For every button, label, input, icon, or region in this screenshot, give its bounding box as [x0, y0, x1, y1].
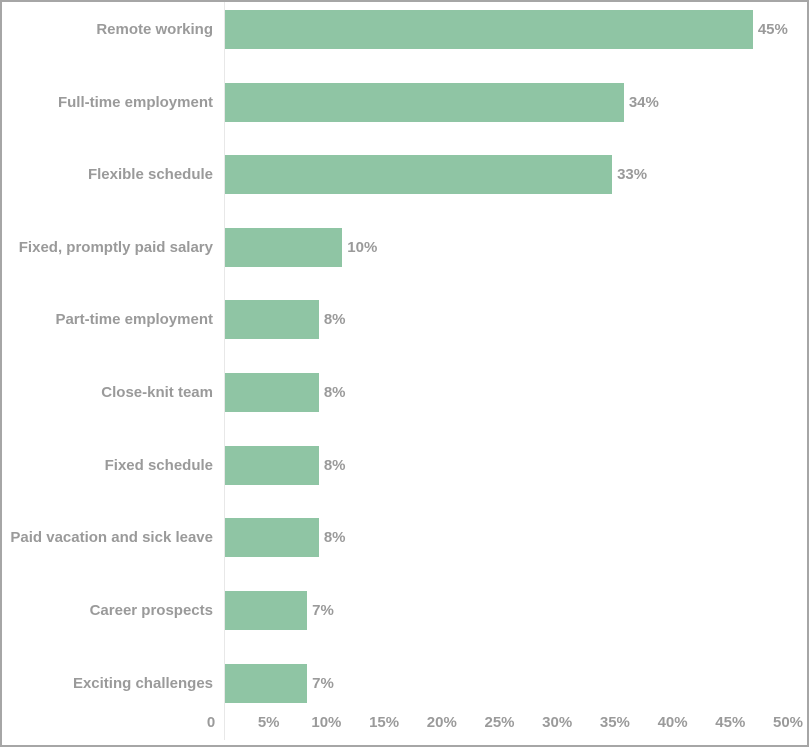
bar — [225, 227, 343, 267]
bar-row: Exciting challenges 7% — [2, 663, 807, 703]
value-label: 33% — [617, 165, 648, 183]
x-axis-tick-label: 20% — [426, 714, 457, 731]
value-label: 10% — [347, 238, 378, 256]
bar-row: Fixed, promptly paid salary 10% — [2, 227, 807, 267]
value-label: 8% — [323, 456, 346, 474]
category-label: Remote working — [96, 20, 213, 38]
x-axis-tick-label: 0 — [206, 714, 216, 731]
value-label: 8% — [323, 310, 346, 328]
bar — [225, 372, 319, 412]
y-axis-line — [224, 2, 225, 740]
value-label: 8% — [323, 528, 346, 546]
x-axis-tick-label: 45% — [715, 714, 746, 731]
bar-row: Part-time employment 8% — [2, 299, 807, 339]
value-label: 8% — [323, 383, 346, 401]
x-axis-tick-label: 40% — [657, 714, 688, 731]
bar-row: Fixed schedule 8% — [2, 445, 807, 485]
category-label: Exciting challenges — [72, 674, 213, 692]
value-label: 7% — [312, 601, 334, 619]
x-axis-tick-label: 35% — [599, 714, 630, 731]
bar — [225, 663, 308, 703]
bar — [225, 445, 319, 485]
bar — [225, 299, 319, 339]
category-label: Close-knit team — [101, 383, 213, 401]
bar-row: Full-time employment 34% — [2, 82, 807, 122]
bar-row: Close-knit team 8% — [2, 372, 807, 412]
bar — [225, 9, 753, 49]
category-label: Full-time employment — [57, 93, 213, 111]
x-axis-tick-label: 15% — [369, 714, 400, 731]
x-axis-tick-label: 5% — [257, 714, 280, 731]
bar-row: Career prospects 7% — [2, 590, 807, 630]
value-label: 7% — [312, 674, 334, 692]
category-label: Flexible schedule — [87, 165, 213, 183]
bar — [225, 517, 319, 557]
bar-row: Paid vacation and sick leave 8% — [2, 517, 807, 557]
category-label: Fixed, promptly paid salary — [18, 238, 213, 256]
category-label: Fixed schedule — [104, 456, 213, 474]
bar — [225, 590, 308, 630]
x-axis-tick-label: 25% — [484, 714, 515, 731]
x-axis-tick-label: 10% — [311, 714, 342, 731]
x-axis-tick-label: 50% — [772, 714, 804, 731]
x-axis-tick-label: 30% — [542, 714, 573, 731]
bar-row: Remote working 45% — [2, 9, 807, 49]
value-label: 45% — [757, 20, 788, 38]
value-label: 34% — [628, 93, 659, 111]
category-label: Paid vacation and sick leave — [10, 528, 213, 546]
bar-row: Flexible schedule 33% — [2, 154, 807, 194]
category-label: Part-time employment — [55, 310, 213, 328]
category-label: Career prospects — [89, 601, 213, 619]
bar — [225, 154, 613, 194]
bar — [225, 82, 624, 122]
